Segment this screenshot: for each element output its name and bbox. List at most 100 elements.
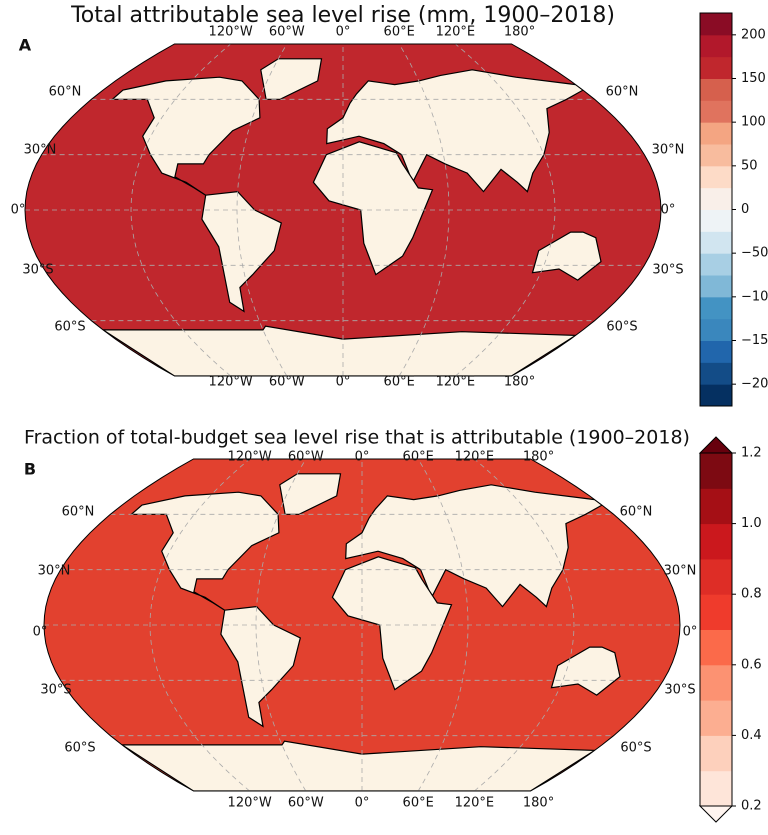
colorbar-band	[700, 318, 732, 341]
lon-label: 180°	[504, 25, 535, 40]
colorbar-tick-label: 0.8	[741, 587, 762, 602]
lat-label: 0°	[661, 203, 676, 218]
colorbar-tick-label: −200	[741, 377, 768, 392]
colorbar-band	[700, 384, 732, 407]
colorbar-band	[700, 34, 732, 58]
lon-label: 120°W	[228, 796, 272, 811]
lat-label: 30°S	[652, 263, 683, 278]
lon-label: 120°W	[209, 375, 253, 390]
continent	[119, 740, 597, 791]
colorbar-band	[700, 340, 732, 363]
colorbar-extend	[698, 436, 734, 454]
colorbar-tick-label: 100	[741, 115, 766, 130]
colorbar-tick-label: −50	[741, 246, 768, 261]
panel-title: Total attributable sea level rise (mm, 1…	[70, 3, 615, 28]
colorbar-tick-label: 1.2	[741, 446, 762, 461]
continent	[100, 325, 578, 376]
colorbar-band	[700, 144, 732, 167]
colorbar-tick-label: 200	[741, 27, 766, 42]
lat-label: 60°N	[606, 85, 639, 100]
meridian	[474, 458, 575, 792]
graticule	[25, 43, 661, 377]
colorbar-band	[700, 453, 732, 489]
lon-label: 60°W	[269, 375, 305, 390]
lat-label: 60°N	[620, 505, 653, 520]
colorbar-tick-label: −100	[741, 289, 768, 304]
colorbar-band	[700, 558, 732, 595]
lat-label: 60°S	[620, 741, 651, 756]
lat-label: 60°S	[606, 320, 637, 335]
lat-label: 30°N	[24, 143, 57, 158]
lon-label: 180°	[523, 450, 554, 465]
map	[43, 458, 681, 792]
colorbar-tick-label: 0	[741, 202, 749, 217]
colorbar-band	[700, 488, 732, 525]
colorbar-band	[700, 209, 732, 232]
colorbar-tick-label: 0.4	[741, 728, 762, 743]
lon-label: 60°W	[288, 450, 324, 465]
colorbar-band	[700, 770, 732, 807]
colorbar-frame	[699, 452, 733, 807]
lon-label: 60°E	[384, 375, 415, 390]
lat-label: 30°N	[664, 564, 697, 579]
lon-label: 60°W	[269, 25, 305, 40]
colorbar-band	[700, 100, 732, 123]
lon-label: 0°	[336, 375, 351, 390]
meridian	[149, 458, 250, 792]
lat-label: 30°S	[22, 263, 53, 278]
meridian	[255, 458, 307, 792]
colorbar-tick-label: 0.2	[741, 799, 762, 814]
lon-label: 60°E	[403, 450, 434, 465]
colorbar-band	[700, 231, 732, 254]
colorbar-tick-label: −150	[741, 333, 768, 348]
colorbar-band	[700, 275, 732, 298]
lon-label: 180°	[523, 796, 554, 811]
continent	[129, 491, 280, 611]
colorbar-band	[700, 56, 732, 79]
lat-label: 60°S	[54, 320, 85, 335]
colorbar-band	[700, 362, 732, 385]
lat-label: 60°N	[49, 85, 82, 100]
lon-label: 60°E	[403, 796, 434, 811]
colorbar-band	[700, 13, 732, 36]
continent	[110, 76, 261, 196]
lon-label: 120°E	[436, 25, 476, 40]
graticule	[44, 458, 680, 792]
lat-label: 0°	[683, 625, 698, 640]
lat-label: 30°S	[664, 683, 695, 698]
colorbar-band	[700, 700, 732, 736]
lon-label: 60°W	[288, 796, 324, 811]
lat-label: 60°S	[64, 741, 95, 756]
panel-label: A	[19, 36, 32, 55]
colorbar-band	[700, 122, 732, 145]
panel-label: B	[24, 460, 36, 479]
colorbar-extend	[698, 805, 734, 823]
lon-label: 180°	[504, 375, 535, 390]
lon-label: 60°E	[384, 25, 415, 40]
lon-label: 120°W	[209, 25, 253, 40]
lat-label: 0°	[33, 625, 48, 640]
lon-label: 0°	[355, 796, 370, 811]
map	[24, 43, 662, 377]
lon-label: 120°E	[455, 796, 495, 811]
continent	[260, 58, 323, 100]
colorbar-band	[700, 187, 732, 210]
lat-label: 60°N	[62, 505, 95, 520]
colorbar-band	[700, 594, 732, 630]
colorbar-band	[700, 664, 732, 701]
lon-label: 120°W	[228, 450, 272, 465]
meridian	[236, 43, 288, 377]
colorbar-tick-label: 1.0	[741, 516, 762, 531]
lon-label: 0°	[355, 450, 370, 465]
colorbar-band	[700, 78, 732, 101]
panel-title: Fraction of total-budget sea level rise …	[24, 427, 690, 449]
colorbar-band	[700, 523, 732, 560]
map-outline	[43, 458, 681, 792]
continent	[279, 473, 342, 515]
colorbar-band	[700, 735, 732, 772]
colorbar-tick-label: 0.6	[741, 657, 762, 672]
colorbar-band	[700, 296, 732, 320]
colorbar-band	[700, 629, 732, 666]
lat-label: 0°	[11, 203, 26, 218]
